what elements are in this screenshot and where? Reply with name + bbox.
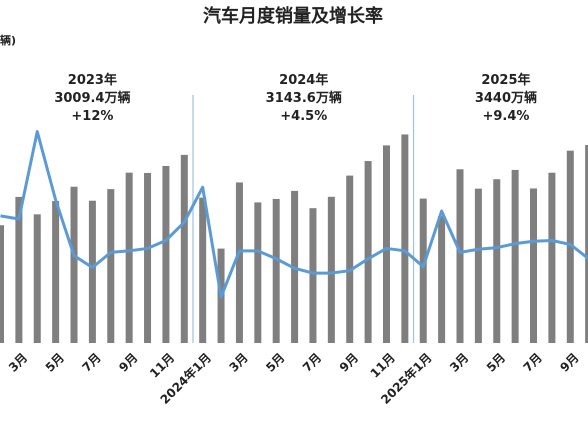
x-tick-label: 5月 [263, 350, 287, 374]
bar [125, 172, 133, 343]
bar [15, 196, 23, 343]
annotation: 3143.6万辆 [266, 90, 342, 106]
annotation: 2023年 [68, 72, 117, 88]
bar [0, 225, 4, 343]
annotation: 2024年 [279, 72, 328, 88]
x-tick-label: 5月 [484, 350, 508, 374]
bar [585, 145, 588, 343]
bar [309, 208, 317, 343]
x-tick-label: 3月 [226, 350, 250, 374]
x-tick-label: 9月 [557, 350, 581, 374]
annotation: 2025年 [481, 72, 530, 88]
x-tick-label: 7月 [300, 350, 324, 374]
bar [419, 198, 427, 343]
y-axis-label: 辆) [0, 33, 16, 47]
annotation: +12% [71, 109, 113, 124]
bar [107, 189, 115, 343]
bar [70, 186, 78, 343]
bar [474, 188, 482, 343]
x-tick-label: 9月 [337, 350, 361, 374]
bar [33, 214, 41, 343]
bar [548, 172, 556, 343]
bar [144, 172, 152, 343]
bar [52, 201, 60, 343]
bar [235, 182, 243, 343]
bar [401, 134, 409, 343]
chart-title: 汽车月度销量及增长率 [203, 5, 383, 27]
annotation: +4.5% [280, 109, 327, 124]
bar [88, 200, 96, 343]
bar [327, 196, 335, 343]
x-tick-label: 9月 [116, 350, 140, 374]
x-tick-label: 11月 [368, 350, 398, 380]
x-tick-label: 7月 [521, 350, 545, 374]
x-tick-label: 5月 [43, 350, 67, 374]
x-tick-label: 3月 [6, 350, 30, 374]
x-tick-label: 11月 [147, 350, 177, 380]
annotation: 3009.4万辆 [54, 90, 130, 106]
annotation: 3440万辆 [475, 90, 537, 106]
bar [272, 198, 280, 343]
bar [199, 197, 207, 343]
bar [456, 169, 464, 343]
bar [566, 150, 574, 343]
x-tick-label: 3月 [447, 350, 471, 374]
x-tick-label: 7月 [79, 350, 103, 374]
bar [511, 169, 519, 343]
annotation: +9.4% [482, 109, 529, 124]
bar [438, 216, 446, 343]
bar [346, 175, 354, 343]
bar [180, 154, 188, 343]
bar [493, 179, 501, 343]
bar [382, 145, 390, 343]
growth-line [0, 130, 588, 299]
bar [530, 188, 538, 343]
bar [162, 165, 170, 343]
bar [254, 202, 262, 343]
bar [364, 161, 372, 343]
